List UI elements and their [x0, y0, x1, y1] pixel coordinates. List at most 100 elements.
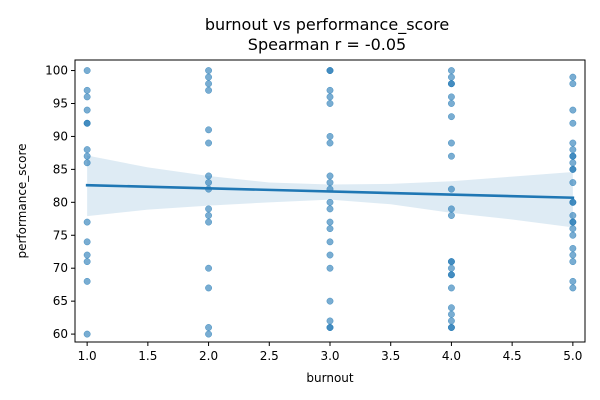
data-point [447, 271, 455, 279]
data-point [569, 284, 577, 292]
data-point [569, 159, 577, 167]
x-tick-label: 2.5 [260, 349, 279, 363]
chart-subtitle: Spearman r = -0.05 [248, 35, 406, 54]
x-axis: 1.0 1.5 2.0 2.5 3.0 3.5 4.0 4.5 5.0 [78, 342, 582, 363]
data-point [447, 317, 455, 325]
data-point [83, 277, 91, 285]
y-tick-label: 80 [53, 195, 68, 209]
data-point [205, 139, 213, 147]
data-point [83, 106, 91, 114]
regression-line [85, 183, 575, 200]
data-point [83, 152, 91, 160]
data-point [326, 225, 334, 233]
data-point [205, 172, 213, 180]
data-point [326, 179, 334, 187]
x-axis-label: burnout [306, 371, 353, 385]
chart-title: burnout vs performance_score [205, 15, 449, 35]
data-point [205, 179, 213, 187]
y-axis-label: performance_score [15, 143, 29, 258]
data-point [569, 80, 577, 88]
data-point [83, 146, 91, 154]
y-tick-label: 75 [53, 228, 68, 242]
x-tick-label: 1.0 [78, 349, 97, 363]
data-point [447, 310, 455, 318]
x-tick-label: 4.5 [503, 349, 522, 363]
data-point [447, 304, 455, 312]
data-point [569, 258, 577, 266]
data-point [83, 86, 91, 94]
y-tick-label: 65 [53, 294, 68, 308]
data-point [83, 67, 91, 74]
x-tick-label: 2.0 [199, 349, 218, 363]
data-point [447, 67, 455, 74]
data-point [569, 251, 577, 259]
data-point [83, 93, 91, 101]
data-point [83, 258, 91, 266]
data-point [326, 172, 334, 180]
data-point [326, 100, 334, 107]
data-point [447, 73, 455, 81]
data-point [83, 119, 91, 127]
data-point [205, 212, 213, 219]
data-point [447, 93, 455, 101]
data-point [326, 251, 334, 259]
data-point [569, 231, 577, 239]
x-tick-label: 5.0 [563, 349, 582, 363]
data-point [569, 244, 577, 252]
data-point [569, 198, 577, 206]
data-point [569, 179, 577, 187]
data-point [569, 73, 577, 81]
data-point [326, 205, 334, 213]
y-tick-label: 85 [53, 162, 68, 176]
data-point [205, 126, 213, 134]
data-point [326, 139, 334, 147]
y-tick-label: 100 [45, 64, 68, 78]
y-tick-label: 60 [53, 327, 68, 341]
data-point [326, 218, 334, 226]
data-point [326, 317, 334, 325]
data-point [83, 218, 91, 226]
data-point [205, 264, 213, 272]
data-point [326, 324, 334, 331]
data-point [447, 205, 455, 213]
data-point [569, 146, 577, 154]
data-point [569, 277, 577, 285]
points-layer [83, 67, 577, 338]
data-point [447, 284, 455, 292]
data-point [326, 297, 334, 305]
data-point [205, 284, 213, 292]
y-axis: 60 65 70 75 80 85 90 95 100 [45, 64, 75, 341]
data-point [83, 238, 91, 246]
data-point [569, 106, 577, 114]
data-point [326, 198, 334, 206]
data-point [326, 93, 334, 101]
data-point [205, 73, 213, 81]
x-tick-label: 4.0 [442, 349, 461, 363]
data-point [326, 67, 334, 74]
data-point [83, 330, 91, 338]
data-point [447, 212, 455, 219]
data-point [447, 258, 455, 266]
data-point [569, 165, 577, 173]
data-point [205, 67, 213, 74]
data-point [569, 119, 577, 127]
data-point [205, 324, 213, 331]
data-point [569, 212, 577, 219]
regression-layer [85, 183, 575, 200]
data-point [205, 218, 213, 226]
data-point [205, 80, 213, 88]
data-point [447, 100, 455, 107]
data-point [205, 330, 213, 338]
data-point [569, 139, 577, 147]
data-point [447, 139, 455, 147]
data-point [205, 86, 213, 94]
data-point [83, 251, 91, 259]
data-point [205, 205, 213, 213]
data-point [447, 264, 455, 272]
data-point [447, 324, 455, 331]
data-point [326, 264, 334, 272]
y-tick-label: 95 [53, 96, 68, 110]
x-tick-label: 3.0 [320, 349, 339, 363]
data-point [83, 159, 91, 167]
